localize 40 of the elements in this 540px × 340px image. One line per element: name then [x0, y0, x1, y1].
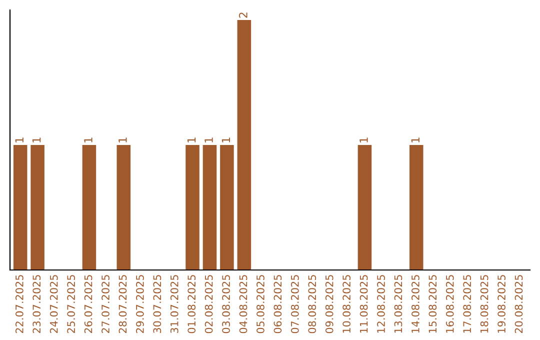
x-tick-label: 29.07.2025	[136, 275, 144, 334]
x-tick-label: 23.07.2025	[32, 275, 41, 334]
x-tick-label: 02.08.2025	[204, 275, 213, 334]
x-tick-label: 09.08.2025	[325, 275, 334, 334]
x-tick-label: 07.08.2025	[290, 275, 299, 334]
data-label: 1	[118, 138, 127, 142]
x-tick-label: 01.08.2025	[188, 275, 196, 334]
data-label: 1	[411, 138, 420, 142]
x-tick-label: 13.08.2025	[394, 275, 402, 333]
x-tick-label: 11.08.2025	[360, 275, 368, 333]
x-tick-label: 22.07.2025	[15, 275, 24, 334]
x-tick-label: 06.08.2025	[274, 275, 282, 334]
x-tick-label: 20.08.2025	[514, 275, 523, 334]
data-label: 1	[32, 138, 41, 142]
x-tick-label: 03.08.2025	[222, 275, 230, 334]
x-tick-label: 18.08.2025	[480, 275, 488, 333]
data-label: 2	[238, 12, 248, 18]
x-tick-label: 14.08.2025	[412, 275, 420, 333]
x-tick-label: 27.07.2025	[102, 275, 110, 334]
data-label: 1	[360, 138, 368, 142]
x-tick-label: 12.08.2025	[377, 275, 385, 333]
data-label: 1	[204, 138, 213, 142]
x-tick-label: 08.08.2025	[308, 275, 316, 334]
x-tick-label: 19.08.2025	[498, 275, 506, 333]
x-tick-label: 28.07.2025	[118, 275, 127, 334]
x-tick-label: 17.08.2025	[463, 275, 472, 333]
x-tick-label: 16.08.2025	[446, 275, 454, 333]
data-label: 1	[187, 138, 196, 142]
x-tick-label: 05.08.2025	[256, 275, 264, 334]
x-tick-label: 04.08.2025	[239, 275, 248, 334]
x-tick-label: 25.07.2025	[67, 275, 76, 334]
data-label: 1	[84, 138, 92, 142]
x-tick-label: 15.08.2025	[428, 275, 437, 333]
data-label: 1	[222, 138, 230, 142]
x-tick-label: 26.07.2025	[84, 275, 92, 334]
data-label: 1	[15, 138, 24, 142]
x-tick-label: 30.07.2025	[153, 275, 162, 334]
x-tick-label: 10.08.2025	[342, 275, 351, 333]
x-tick-label: 31.07.2025	[170, 275, 178, 334]
x-tick-label: 24.07.2025	[50, 275, 58, 334]
